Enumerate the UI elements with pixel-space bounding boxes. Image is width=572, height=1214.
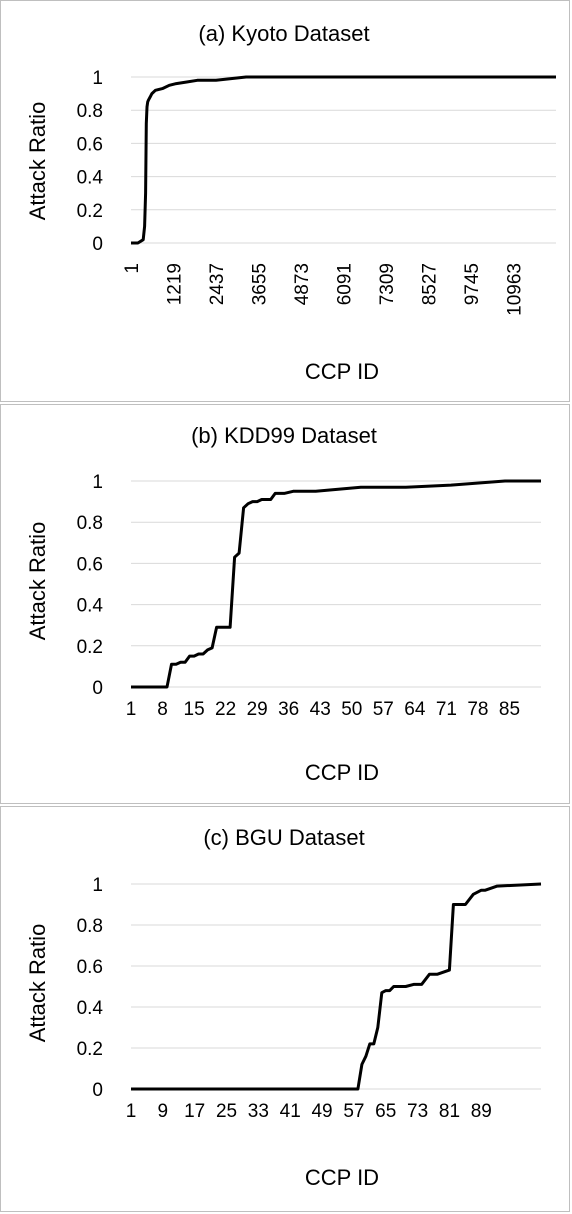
series-line [131, 479, 541, 689]
x-tick-label: 57 [373, 699, 394, 720]
y-tick-label: 0.6 [77, 554, 103, 575]
x-tick-label: 33 [248, 1101, 269, 1122]
x-tick-label: 64 [404, 699, 426, 720]
x-axis-label: CCP ID [305, 359, 379, 384]
y-tick-label: 1 [92, 875, 103, 896]
x-tick-label: 1219 [165, 263, 186, 305]
x-tick-label: 10963 [505, 263, 526, 316]
y-tick-label: 0 [92, 234, 103, 255]
y-tick-label: 0.8 [77, 916, 103, 937]
y-axis-label: Attack Ratio [25, 522, 50, 641]
x-tick-label: 73 [407, 1101, 428, 1122]
x-tick-label: 8527 [420, 263, 441, 305]
chart-title: (a) Kyoto Dataset [198, 21, 369, 46]
x-tick-label: 9745 [462, 263, 483, 305]
x-tick-label: 43 [310, 699, 331, 720]
x-tick-label: 7309 [377, 263, 398, 305]
x-axis-label: CCP ID [305, 760, 379, 785]
x-tick-label: 78 [467, 699, 488, 720]
x-tick-label: 57 [343, 1101, 364, 1122]
x-tick-label: 71 [436, 699, 457, 720]
x-tick-label: 41 [280, 1101, 301, 1122]
x-tick-label: 8 [157, 699, 168, 720]
y-tick-label: 0.8 [77, 101, 103, 122]
y-tick-label: 1 [92, 68, 103, 89]
chart-title: (c) BGU Dataset [203, 825, 364, 850]
x-tick-label: 17 [184, 1101, 205, 1122]
y-tick-label: 1 [92, 472, 103, 493]
x-tick-label: 25 [216, 1101, 237, 1122]
chart-panel-kdd99: (b) KDD99 Dataset 0 0.2 0.4 0.6 0.8 1 1 8 15 22 2… [0, 404, 570, 804]
x-tick-label: 65 [375, 1101, 396, 1122]
y-axis-label: Attack Ratio [25, 924, 50, 1043]
x-tick-label: 15 [184, 699, 205, 720]
x-tick-label: 81 [439, 1101, 460, 1122]
x-tick-label: 29 [247, 699, 268, 720]
y-tick-label: 0.8 [77, 513, 103, 534]
x-tick-label: 1 [126, 699, 137, 720]
chart-kyoto: (a) Kyoto Dataset 0 0.2 0.4 0.6 0.8 1 1 1219 24… [25, 21, 556, 384]
x-axis-label: CCP ID [305, 1165, 379, 1190]
chart-title: (b) KDD99 Dataset [191, 423, 377, 448]
x-tick-label: 1 [122, 263, 143, 274]
chart-kdd99: (b) KDD99 Dataset 00.20.40.60.81 1 8 15 22 2… [25, 423, 541, 785]
y-tick-label: 0.2 [77, 201, 103, 222]
x-tick-label: 85 [499, 699, 520, 720]
series-line [131, 882, 542, 1091]
chart-bgu: (c) BGU Dataset 00.20.40.60.81 1 9 17 25 33 4… [25, 825, 542, 1190]
x-tick-label: 4873 [292, 263, 313, 305]
x-tick-label: 6091 [335, 263, 356, 305]
x-tick-label: 50 [341, 699, 362, 720]
x-tick-label: 9 [158, 1101, 169, 1122]
x-tick-label: 89 [471, 1101, 492, 1122]
y-axis-label: Attack Ratio [25, 102, 50, 221]
x-tick-label: 36 [278, 699, 299, 720]
x-tick-label: 2437 [207, 263, 228, 305]
x-tick-label: 22 [215, 699, 236, 720]
y-tick-label: 0.4 [77, 596, 104, 617]
x-tick-label: 49 [311, 1101, 332, 1122]
y-tick-label: 0.2 [77, 1039, 103, 1060]
chart-panel-kyoto: (a) Kyoto Dataset 0 0.2 0.4 0.6 0.8 1 1 1219 24… [0, 0, 570, 402]
y-tick-label: 0.4 [77, 168, 104, 189]
x-tick-label: 3655 [250, 263, 271, 305]
y-tick-label: 0.2 [77, 637, 103, 658]
y-tick-label: 0 [92, 1080, 103, 1101]
chart-panel-bgu: (c) BGU Dataset 0 0.2 0.4 0.6 0.8 1 1 9 17 25 33 4… [0, 806, 570, 1212]
y-tick-label: 0.6 [77, 134, 103, 155]
x-tick-label: 1 [126, 1101, 137, 1122]
y-tick-label: 0 [92, 678, 103, 699]
y-tick-label: 0.6 [77, 957, 103, 978]
series-line [131, 75, 556, 245]
y-tick-label: 0.4 [77, 998, 104, 1019]
